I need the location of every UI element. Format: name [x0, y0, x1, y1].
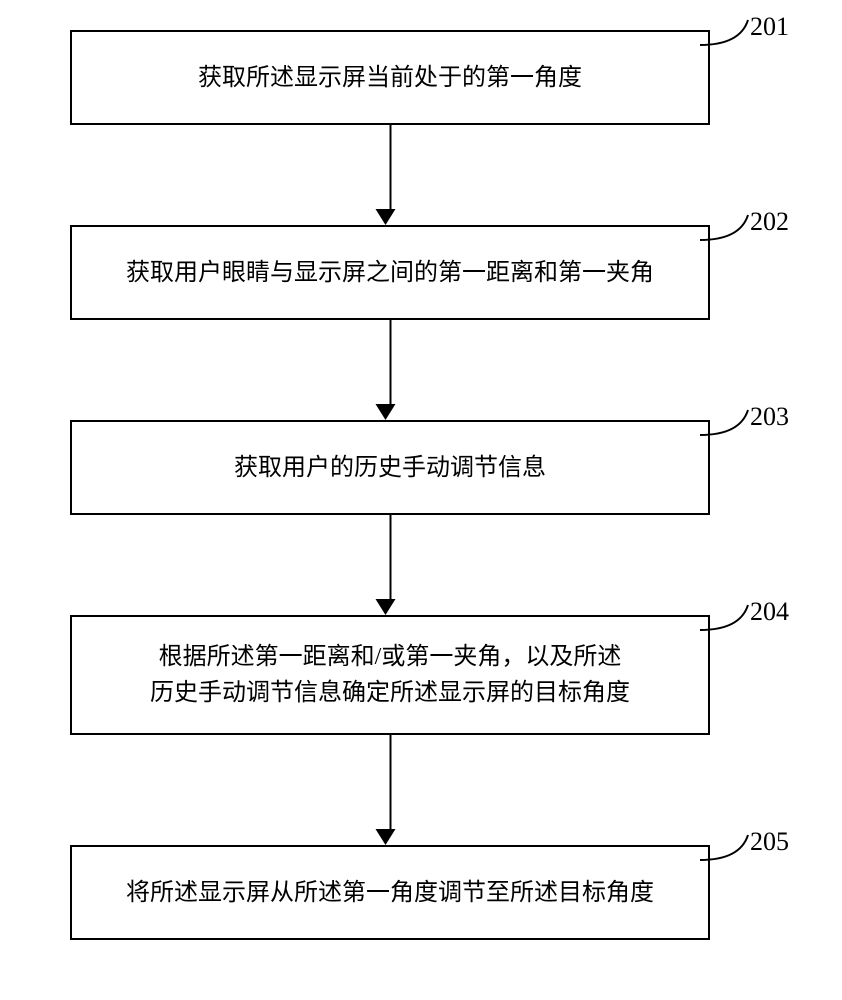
label-201: 201 [750, 12, 789, 42]
label-203: 203 [750, 402, 789, 432]
label-202: 202 [750, 207, 789, 237]
box-text: 根据所述第一距离和/或第一夹角，以及所述 历史手动调节信息确定所述显示屏的目标角… [150, 639, 630, 711]
flowchart-box-205: 将所述显示屏从所述第一角度调节至所述目标角度 [70, 845, 710, 940]
arrow-3 [385, 515, 396, 615]
arrow-4 [385, 735, 396, 845]
arrow-2 [385, 320, 396, 420]
label-205: 205 [750, 827, 789, 857]
flowchart-box-203: 获取用户的历史手动调节信息 [70, 420, 710, 515]
flowchart-box-201: 获取所述显示屏当前处于的第一角度 [70, 30, 710, 125]
flowchart-box-204: 根据所述第一距离和/或第一夹角，以及所述 历史手动调节信息确定所述显示屏的目标角… [70, 615, 710, 735]
arrow-1 [385, 125, 396, 225]
flowchart-container: 获取所述显示屏当前处于的第一角度 201 获取用户眼睛与显示屏之间的第一距离和第… [0, 0, 842, 1000]
box-text: 获取用户眼睛与显示屏之间的第一距离和第一夹角 [126, 255, 654, 291]
box-text: 将所述显示屏从所述第一角度调节至所述目标角度 [126, 875, 654, 911]
box-text: 获取所述显示屏当前处于的第一角度 [198, 60, 582, 96]
flowchart-box-202: 获取用户眼睛与显示屏之间的第一距离和第一夹角 [70, 225, 710, 320]
box-text: 获取用户的历史手动调节信息 [234, 450, 546, 486]
label-204: 204 [750, 597, 789, 627]
